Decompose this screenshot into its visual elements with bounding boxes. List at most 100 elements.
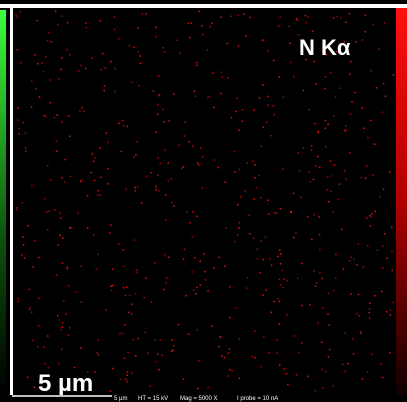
signal-dot (218, 167, 220, 169)
signal-dot (367, 372, 369, 374)
signal-dot (54, 209, 56, 211)
signal-dot (21, 254, 23, 256)
signal-dot (220, 17, 222, 19)
signal-dot (365, 15, 367, 17)
signal-dot (350, 61, 352, 63)
signal-dot (202, 34, 204, 36)
signal-dot (387, 258, 389, 260)
signal-dot (384, 233, 386, 235)
signal-dot (31, 185, 33, 187)
signal-dot (370, 120, 372, 122)
signal-dot (121, 151, 123, 153)
signal-dot (106, 133, 108, 135)
signal-dot (129, 294, 131, 296)
signal-dot (287, 384, 289, 386)
signal-dot (60, 329, 62, 331)
signal-dot (153, 90, 155, 92)
signal-dot (150, 301, 152, 303)
signal-dot (137, 51, 139, 53)
signal-dot (123, 125, 125, 127)
signal-dot (62, 237, 64, 239)
signal-dot (279, 279, 281, 281)
signal-dot (260, 197, 262, 199)
signal-dot (303, 90, 305, 92)
signal-dot (120, 378, 122, 380)
signal-dot (210, 26, 212, 28)
signal-dot (78, 70, 80, 72)
signal-dot (196, 65, 198, 67)
signal-dot (66, 268, 68, 270)
signal-dot (163, 289, 165, 291)
signal-dot (115, 68, 117, 70)
signal-dot (185, 295, 187, 297)
signal-dot (224, 266, 226, 268)
signal-dot (127, 126, 129, 128)
signal-dot (199, 11, 201, 13)
signal-dot (296, 18, 298, 20)
signal-dot (42, 62, 44, 64)
signal-dot (366, 217, 368, 219)
signal-dot (225, 227, 227, 229)
signal-dot (15, 15, 16, 17)
signal-dot (222, 76, 224, 78)
signal-dot (112, 269, 114, 271)
signal-dot (57, 24, 59, 26)
signal-dot (165, 282, 167, 284)
signal-dot (48, 367, 50, 369)
info-voltage: HT = 15 kV (138, 396, 168, 402)
signal-dot (86, 22, 88, 24)
signal-dot (383, 189, 385, 191)
signal-dot (104, 85, 106, 87)
signal-dot (246, 287, 248, 289)
signal-dot (96, 268, 98, 270)
signal-dot (294, 335, 296, 337)
signal-dot (164, 254, 166, 256)
signal-dot (50, 179, 52, 181)
signal-dot (150, 386, 152, 388)
signal-dot (375, 211, 377, 213)
signal-dot (321, 278, 323, 280)
signal-dot (335, 278, 337, 280)
signal-dot (268, 352, 270, 354)
signal-dot (327, 189, 329, 191)
signal-dot (270, 135, 272, 137)
signal-dot (92, 153, 94, 155)
signal-dot (132, 82, 134, 84)
left-border (10, 8, 13, 395)
signal-dot (265, 289, 267, 291)
top-border (0, 4, 407, 8)
signal-dot (372, 353, 374, 355)
signal-dot (322, 307, 324, 309)
signal-dot (280, 253, 282, 255)
signal-dot (125, 189, 127, 191)
signal-dot (346, 129, 348, 131)
signal-dot (110, 224, 112, 226)
signal-dot (176, 40, 178, 42)
signal-dot (131, 313, 133, 315)
signal-dot (44, 347, 46, 349)
signal-dot (279, 364, 281, 366)
signal-dot (349, 13, 351, 15)
signal-dot (31, 312, 33, 314)
signal-dot (239, 339, 241, 341)
signal-dot (165, 220, 167, 222)
signal-dot (200, 147, 202, 149)
signal-dot (157, 114, 159, 116)
signal-dot (276, 352, 278, 354)
signal-dot (20, 62, 22, 64)
signal-dot (369, 312, 371, 314)
signal-dot (202, 156, 204, 158)
signal-dot (382, 377, 384, 379)
signal-dot (97, 254, 99, 256)
signal-dot (308, 16, 310, 18)
signal-dot (62, 262, 64, 264)
signal-dot (66, 313, 68, 315)
signal-dot (111, 285, 113, 287)
signal-dot (374, 295, 376, 297)
signal-dot (356, 264, 358, 266)
signal-dot (184, 135, 186, 137)
signal-dot (171, 178, 173, 180)
signal-dot (322, 369, 324, 371)
signal-dot (39, 96, 41, 98)
signal-dot (109, 232, 111, 234)
